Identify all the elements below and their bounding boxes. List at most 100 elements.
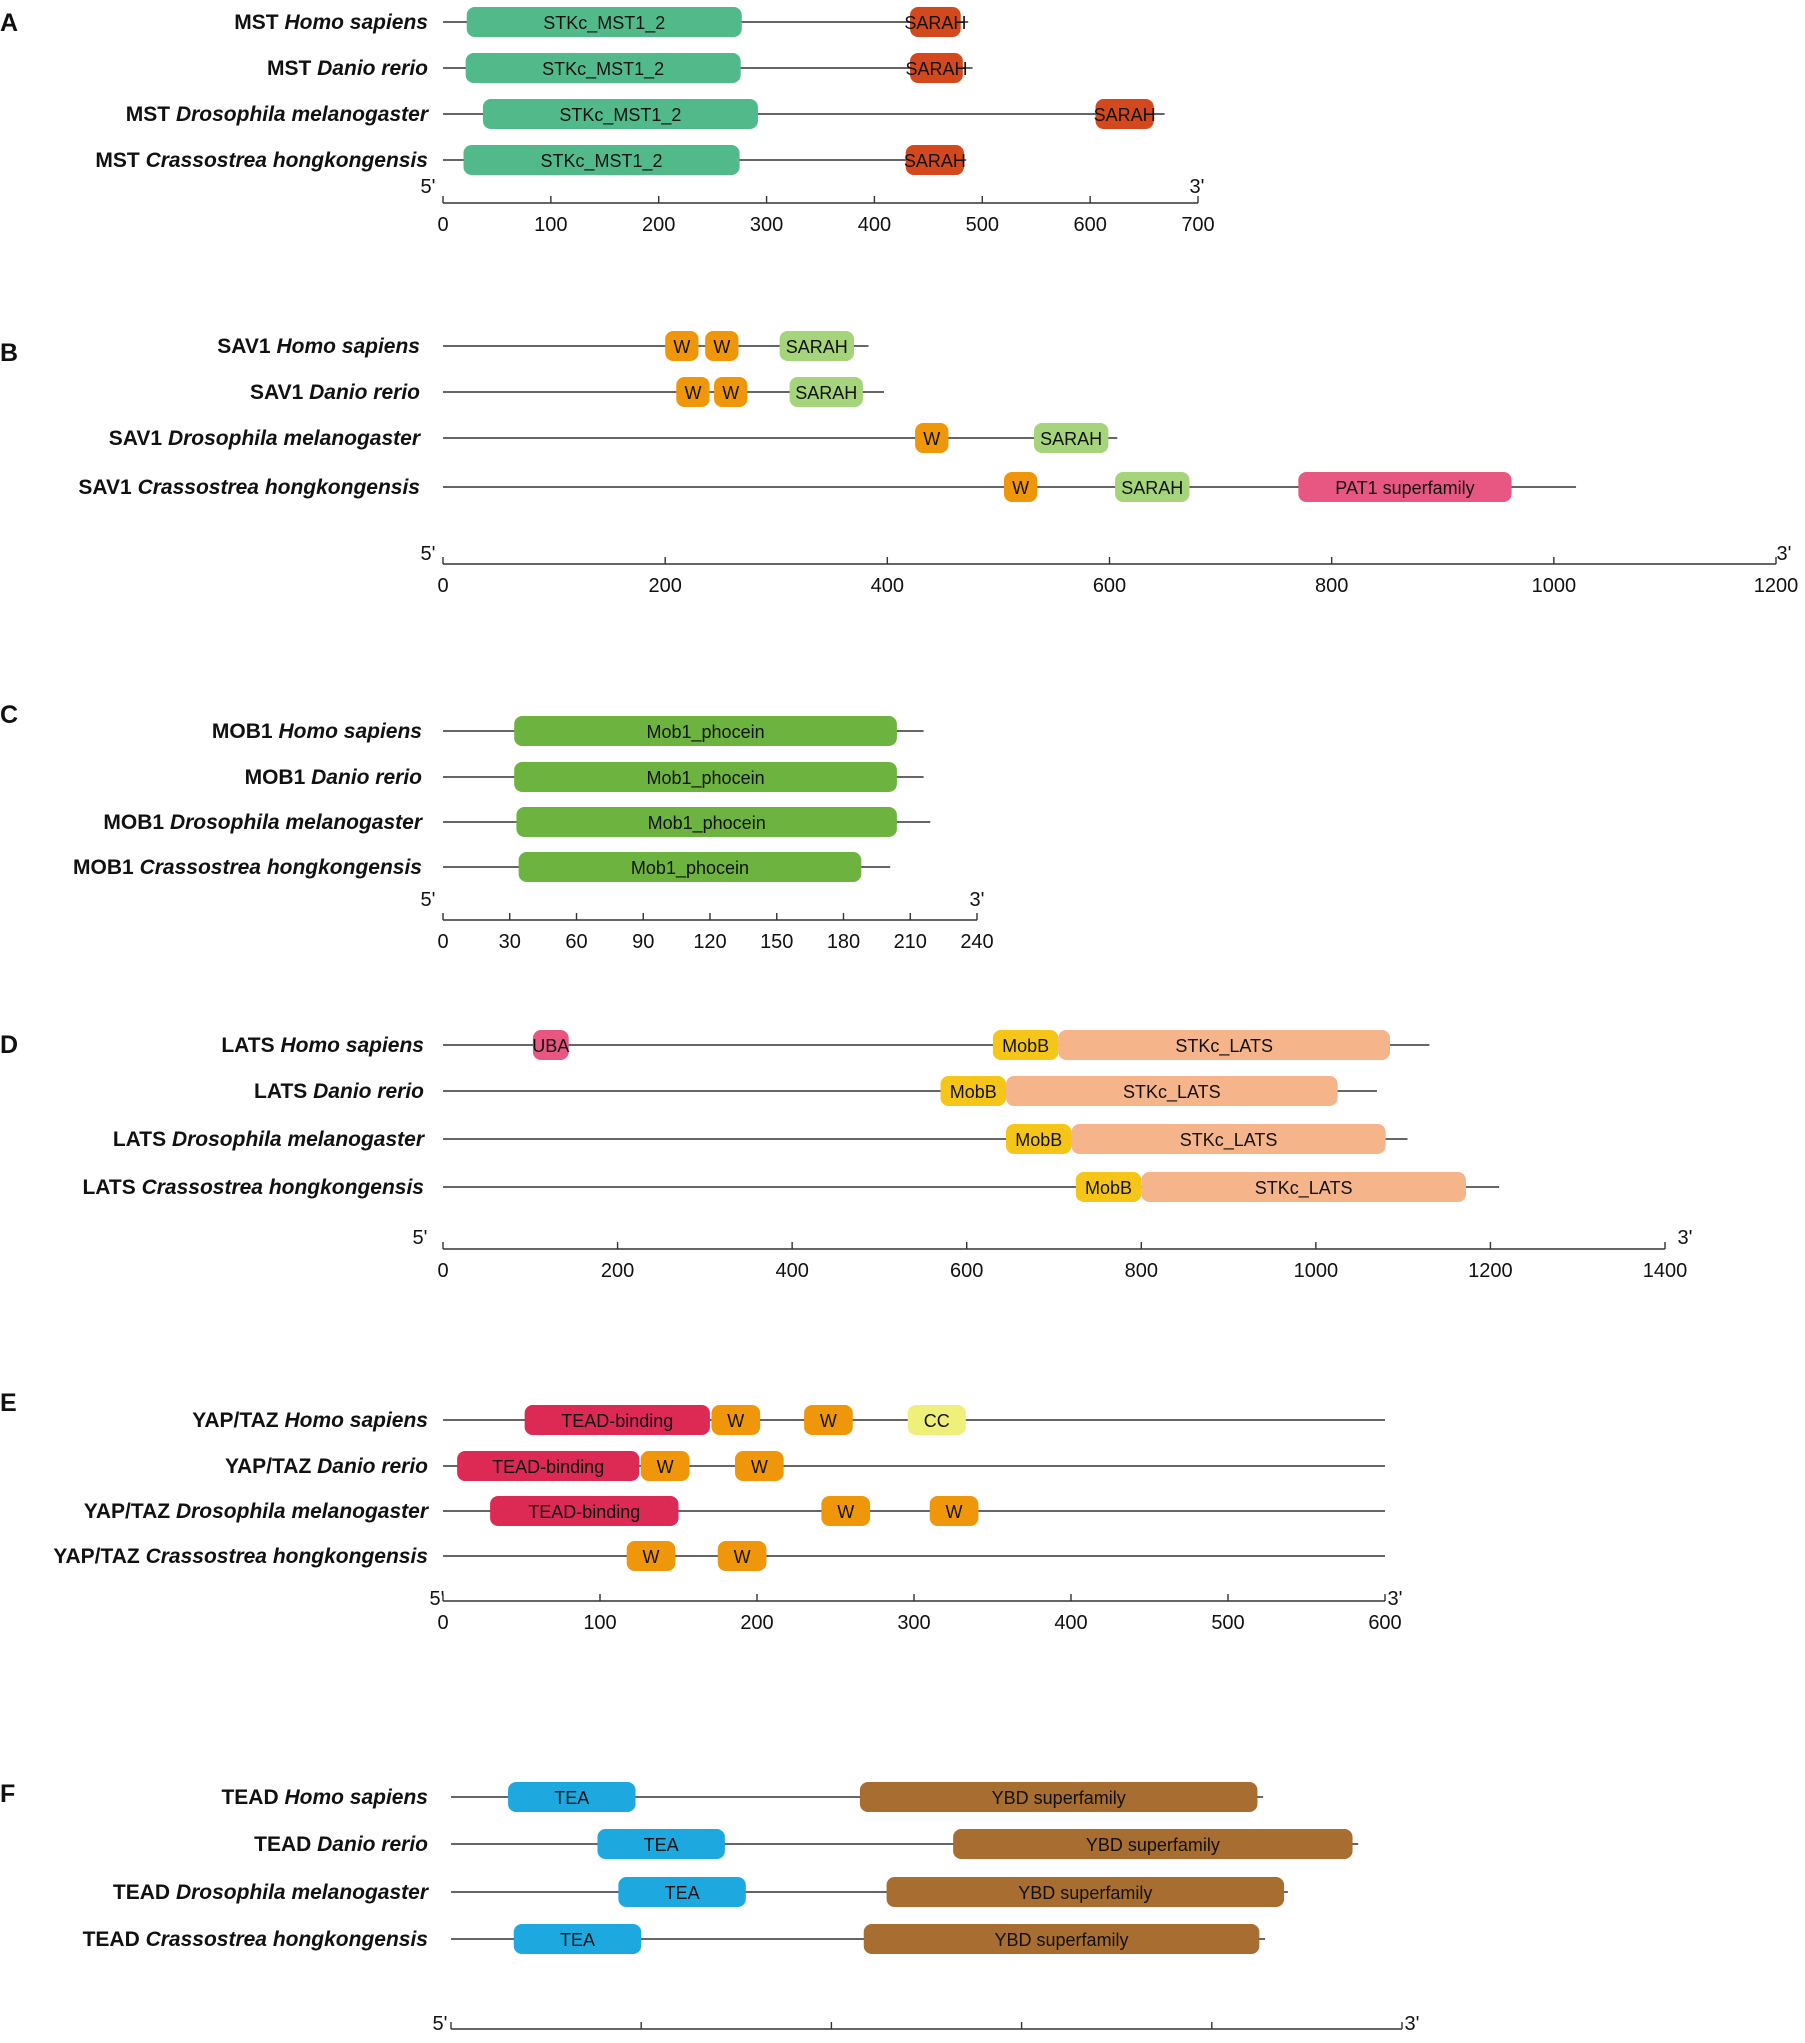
- domain-w: W: [929, 1496, 979, 1526]
- tick-label: 120: [693, 931, 726, 953]
- domain-label: W: [727, 1411, 744, 1431]
- species-name: Drosophila melanogaster: [170, 811, 424, 834]
- domain-box: [735, 1451, 784, 1481]
- protein-label: TEAD Drosophila melanogaster: [113, 1881, 430, 1904]
- domain-box: [1075, 1172, 1142, 1202]
- protein-row-drosophila-melanogaster: TEAD Drosophila melanogaster TEA YBD super…: [113, 1877, 1288, 1907]
- protein-label: TEAD Crassostrea hongkongensis: [83, 1928, 428, 1951]
- species-name: Danio rerio: [317, 1833, 428, 1856]
- species-name: Drosophila melanogaster: [176, 103, 430, 126]
- domain-box: [1141, 1172, 1466, 1202]
- domain-w: W: [640, 1451, 690, 1481]
- gene-name: LATS: [82, 1176, 135, 1199]
- domain-label: SARAH: [1094, 105, 1156, 125]
- domain-mob1-phocein: Mob1_phocein: [514, 716, 897, 746]
- three-prime-label: 3': [970, 889, 985, 911]
- axis: 5' 3' 0 100 200 300 400 500: [433, 2013, 1420, 2043]
- domain-box: [859, 1782, 1258, 1812]
- protein-label: MST Homo sapiens: [234, 11, 428, 34]
- species-name: Homo sapiens: [276, 335, 420, 358]
- domain-sarah: SARAH: [1033, 423, 1109, 453]
- tick-label: 800: [1125, 1260, 1158, 1282]
- domain-label: TEA: [554, 1788, 589, 1808]
- domain-ybd-superfamily: YBD superfamily: [953, 1829, 1353, 1859]
- tick-label: 400: [871, 575, 904, 597]
- domain-w: W: [717, 1541, 767, 1571]
- domain-box: [640, 1451, 690, 1481]
- domain-label: W: [946, 1502, 963, 1522]
- gene-name: YAP/TAZ: [53, 1545, 140, 1568]
- domain-sarah: SARAH: [789, 377, 863, 407]
- domain-box: [711, 1405, 761, 1435]
- axis: 5' 3' 0 200 400 600 800 1000 1200: [421, 543, 1799, 597]
- domain-label: W: [1012, 478, 1029, 498]
- protein-row-drosophila-melanogaster: LATS Drosophila melanogaster MobB STKc_LAT…: [113, 1124, 1408, 1154]
- tick-label: 0: [437, 931, 448, 953]
- domain-sarah: SARAH: [1094, 99, 1156, 129]
- tick-label: 300: [897, 1612, 930, 1634]
- domain-label: YBD superfamily: [992, 1788, 1126, 1808]
- gene-name: TEAD: [113, 1881, 170, 1904]
- species-name: Crassostrea hongkongensis: [142, 1176, 424, 1199]
- tick-label: 1400: [1643, 1260, 1688, 1282]
- protein-row-danio-rerio: LATS Danio rerio MobB STKc_LATS: [254, 1076, 1377, 1106]
- five-prime-label: 5': [421, 176, 436, 198]
- protein-row-drosophila-melanogaster: YAP/TAZ Drosophila melanogaster TEAD-bind…: [84, 1496, 1385, 1526]
- gene-name: MST: [126, 103, 171, 126]
- domain-box: [524, 1405, 710, 1435]
- domain-box: [597, 1829, 725, 1859]
- gene-name: LATS: [113, 1128, 166, 1151]
- domain-label: SARAH: [904, 13, 966, 33]
- domain-box: [910, 7, 961, 37]
- three-prime-label: 3': [1678, 1227, 1693, 1249]
- tick-label: 30: [499, 931, 521, 953]
- protein-row-crassostrea-hongkongensis: SAV1 Crassostrea hongkongensis W SARAH PAT1…: [78, 472, 1577, 502]
- species-name: Crassostrea hongkongensis: [146, 149, 428, 172]
- domain-uba: UBA: [532, 1030, 569, 1060]
- domain-box: [863, 1924, 1260, 1954]
- tick-label: 150: [760, 931, 793, 953]
- protein-row-crassostrea-hongkongensis: TEAD Crassostrea hongkongensis TEA YBD sup…: [83, 1924, 1266, 1954]
- species-name: Danio rerio: [317, 57, 428, 80]
- domain-w: W: [821, 1496, 871, 1526]
- gene-name: MOB1: [245, 766, 306, 789]
- gene-name: TEAD: [254, 1833, 311, 1856]
- domain-box: [1071, 1124, 1386, 1154]
- domain-box: [1003, 472, 1038, 502]
- domain-stkc-lats: STKc_LATS: [1058, 1030, 1391, 1060]
- protein-row-crassostrea-hongkongensis: LATS Crassostrea hongkongensis MobB STKc_L…: [82, 1172, 1500, 1202]
- tick-label: 600: [1073, 214, 1106, 236]
- domain-tead-binding: TEAD-binding: [457, 1451, 640, 1481]
- panel-letter: B: [0, 339, 18, 367]
- domain-box: [1115, 472, 1190, 502]
- domain-box: [1298, 472, 1512, 502]
- gene-name: LATS: [221, 1034, 274, 1057]
- protein-row-danio-rerio: TEAD Danio rerio TEA YBD superfamily: [254, 1829, 1359, 1859]
- gene-name: MST: [95, 149, 140, 172]
- species-name: Homo sapiens: [284, 1786, 428, 1809]
- protein-label: TEAD Homo sapiens: [221, 1786, 428, 1809]
- tick-label: 180: [827, 931, 860, 953]
- domain-label: W: [657, 1457, 674, 1477]
- domain-stkc-mst1-2: STKc_MST1_2: [482, 99, 758, 129]
- domain-mobb: MobB: [1075, 1172, 1142, 1202]
- domain-box: [513, 1924, 642, 1954]
- domain-sarah: SARAH: [904, 145, 966, 175]
- domain-label: CC: [924, 1411, 950, 1431]
- protein-label: MST Danio rerio: [267, 57, 428, 80]
- protein-label: MST Drosophila melanogaster: [126, 103, 430, 126]
- tick-label: 500: [966, 214, 999, 236]
- domain-label: Mob1_phocein: [648, 813, 766, 834]
- domain-tea: TEA: [508, 1782, 636, 1812]
- domain-box: [714, 377, 748, 407]
- gene-name: TEAD: [83, 1928, 140, 1951]
- tick-label: 800: [1315, 575, 1348, 597]
- domain-label: Mob1_phocein: [647, 768, 765, 789]
- five-prime-label: 5': [430, 1588, 445, 1610]
- domain-box: [789, 377, 863, 407]
- gene-name: SAV1: [250, 381, 304, 404]
- domain-mobb: MobB: [1005, 1124, 1072, 1154]
